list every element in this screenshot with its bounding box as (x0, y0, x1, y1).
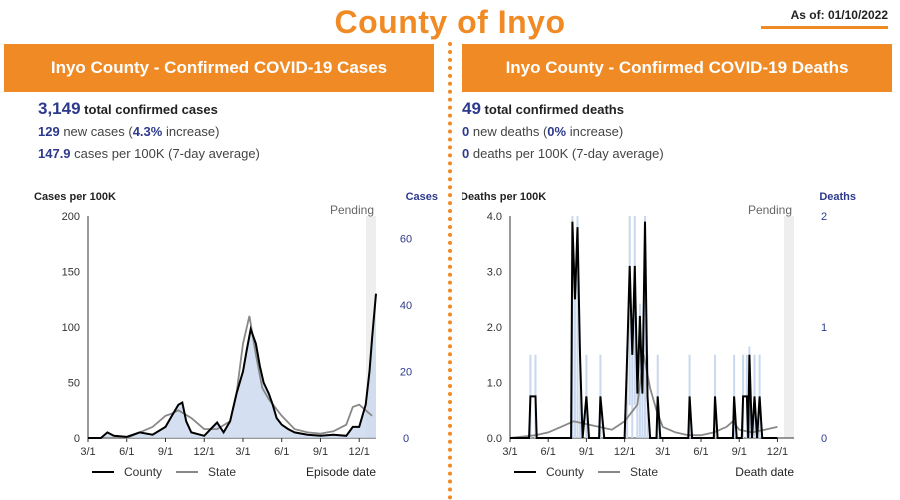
x-tick-label: 3/1 (80, 446, 95, 458)
y-tick-label: 4.0 (487, 211, 502, 223)
deaths-total-label: total confirmed deaths (484, 102, 624, 117)
cases-stats: 3,149 total confirmed cases 129 new case… (4, 92, 434, 165)
death-bar (576, 216, 579, 438)
y-tick-label: 200 (62, 211, 80, 223)
y2-axis-title: Deaths (819, 191, 856, 203)
deaths-new-label-a: new deaths ( (472, 124, 548, 139)
cases-total-line: 3,149 total confirmed cases (38, 98, 434, 121)
cases-per100k-label: cases per 100K (7-day average) (74, 146, 260, 161)
y2-tick-label: 0 (821, 433, 827, 445)
y-tick-label: 0.0 (487, 433, 502, 445)
deaths-total-line: 49 total confirmed deaths (462, 98, 892, 121)
y-axis-title: Deaths per 100K (462, 191, 546, 203)
x-axis-title: Death date (735, 465, 794, 479)
x-tick-label: 6/1 (541, 446, 556, 458)
y2-tick-label: 1 (821, 322, 827, 334)
cases-panel: Inyo County - Confirmed COVID-19 Cases 3… (4, 44, 438, 500)
cases-per100k-line: 147.9 cases per 100K (7-day average) (38, 143, 434, 165)
cases-per100k: 147.9 (38, 146, 71, 161)
death-bar (628, 216, 631, 406)
y2-tick-label: 0 (403, 433, 409, 445)
y2-tick-label: 40 (400, 300, 412, 312)
cases-new-label-b: increase) (165, 124, 220, 139)
y-tick-label: 150 (62, 267, 80, 279)
cases-new-label-a: new cases ( (63, 124, 133, 139)
deaths-chart: Deaths per 100K Deaths Pending 0.0 1.0 2.0 3.0… (462, 191, 856, 479)
x-tick-label: 9/1 (158, 446, 173, 458)
x-tick-label: 9/1 (732, 446, 747, 458)
panel-divider (448, 42, 452, 500)
death-bar (626, 346, 629, 438)
x-tick-label: 9/1 (313, 446, 328, 458)
deaths-pct: 0% (547, 124, 567, 139)
x-tick-label: 9/1 (579, 446, 594, 458)
y2-tick-label: 2 (821, 211, 827, 223)
death-bar (636, 354, 639, 438)
y-axis-title: Cases per 100K (34, 191, 116, 203)
y-tick-label: 100 (62, 322, 80, 334)
cases-total-label: total confirmed cases (84, 102, 218, 117)
as-of-date: As of: 01/10/2022 (760, 8, 888, 29)
county-series-line (510, 221, 778, 439)
deaths-new: 0 (462, 124, 470, 139)
cases-total: 3,149 (38, 99, 81, 118)
x-tick-label: 12/1 (767, 446, 788, 458)
legend-state-label: State (208, 465, 236, 479)
deaths-banner: Inyo County - Confirmed COVID-19 Deaths (462, 44, 892, 92)
death-bar (579, 346, 582, 438)
pending-label: Pending (748, 203, 792, 217)
y-tick-label: 0 (74, 433, 80, 445)
pending-label: Pending (330, 203, 374, 217)
x-axis-title: Episode date (306, 465, 376, 479)
cases-pct: 4.3% (132, 124, 163, 139)
deaths-stats: 49 total confirmed deaths 0 new deaths (… (462, 92, 892, 165)
cases-new-line: 129 new cases (4.3% increase) (38, 121, 434, 143)
pending-region (366, 216, 376, 438)
death-bar (641, 354, 644, 438)
deaths-panel: Inyo County - Confirmed COVID-19 Deaths … (462, 44, 892, 500)
x-tick-label: 12/1 (348, 446, 369, 458)
deaths-total: 49 (462, 99, 481, 118)
page-title: County of Inyo (334, 4, 566, 40)
pending-region (784, 216, 794, 438)
x-tick-label: 12/1 (194, 446, 215, 458)
x-tick-label: 6/1 (274, 446, 289, 458)
death-bar (638, 303, 641, 438)
y2-tick-label: 20 (400, 366, 412, 378)
y-tick-label: 3.0 (487, 267, 502, 279)
legend-county-label: County (124, 465, 162, 479)
deaths-per100k-line: 0 deaths per 100K (7-day average) (462, 143, 892, 165)
legend-state-label: State (630, 465, 658, 479)
y2-tick-label: 60 (400, 233, 412, 245)
death-bar (631, 346, 634, 438)
deaths-per100k-label: deaths per 100K (7-day average) (472, 146, 664, 161)
death-bar (643, 216, 646, 438)
y2-axis-title: Cases (406, 191, 438, 203)
y-tick-label: 2.0 (487, 322, 502, 334)
cases-new: 129 (38, 124, 60, 139)
x-tick-label: 12/1 (614, 446, 635, 458)
deaths-new-label-b: increase) (569, 124, 624, 139)
deaths-new-line: 0 new deaths (0% increase) (462, 121, 892, 143)
x-tick-label: 3/1 (235, 446, 250, 458)
county-series-line (88, 293, 377, 439)
y-tick-label: 1.0 (487, 378, 502, 390)
x-tick-label: 3/1 (655, 446, 670, 458)
death-bar (573, 285, 576, 438)
x-tick-label: 6/1 (119, 446, 134, 458)
cases-chart: Cases per 100K Cases Pending 0 50 100 150 200 0 2… (34, 191, 438, 479)
legend-county-label: County (546, 465, 584, 479)
x-tick-label: 6/1 (693, 446, 708, 458)
deaths-per100k: 0 (462, 146, 470, 161)
x-tick-label: 3/1 (502, 446, 517, 458)
y-tick-label: 50 (68, 378, 80, 390)
state-series-line (88, 315, 373, 439)
cases-banner: Inyo County - Confirmed COVID-19 Cases (4, 44, 434, 92)
